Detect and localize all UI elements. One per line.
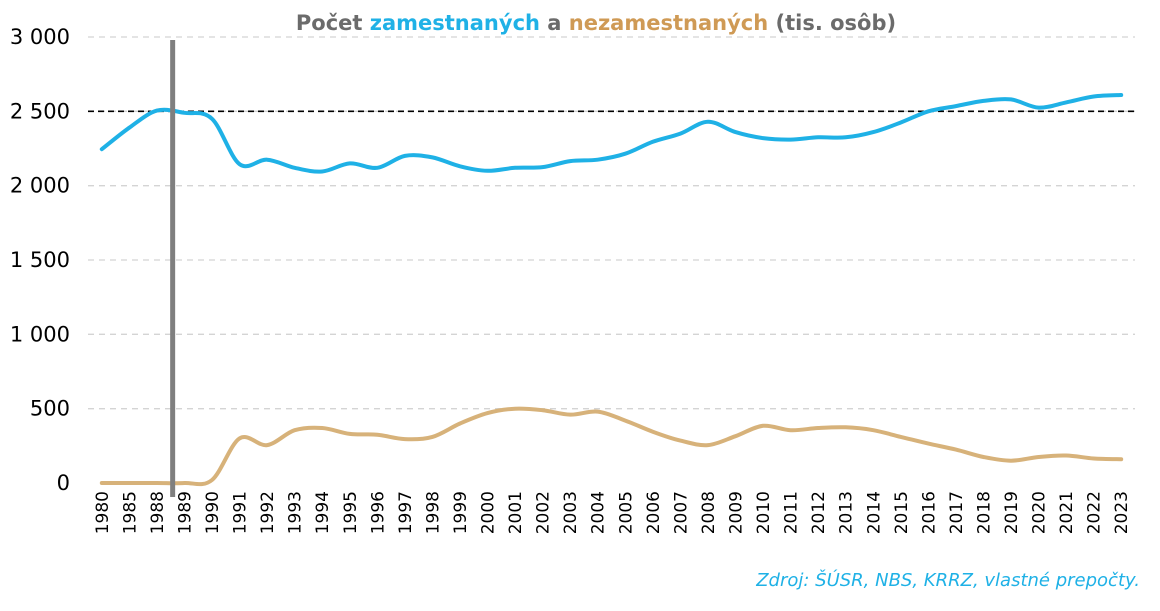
x-tick-label: 2000 (479, 491, 499, 534)
x-tick-label: 1990 (203, 491, 223, 534)
x-tick-label: 1996 (368, 491, 388, 534)
x-tick-label: 2016 (919, 491, 939, 534)
x-tick-label: 2003 (561, 491, 581, 534)
y-tick-label: 500 (30, 397, 70, 421)
y-tick-label: 3 000 (10, 25, 70, 49)
x-tick-label: 2018 (974, 491, 994, 534)
x-tick-label: 1991 (231, 491, 251, 534)
chart-title-part: Počet (296, 11, 370, 35)
x-tick-label: 2014 (864, 491, 884, 534)
series-line-0 (99, 93, 1124, 174)
x-tick-label: 2002 (534, 491, 554, 534)
x-tick-label: 1992 (258, 491, 278, 534)
x-tick-label: 1980 (93, 491, 113, 534)
x-tick-label: 2013 (837, 491, 857, 534)
source-note: Zdroj: ŠÚSR, NBS, KRRZ, vlastné prepočty… (756, 570, 1140, 591)
x-tick-label: 2004 (589, 491, 609, 534)
x-tick-label: 2017 (947, 491, 967, 534)
x-tick-label: 2015 (892, 491, 912, 534)
x-tick-label: 2008 (699, 491, 719, 534)
x-tick-label: 2011 (782, 491, 802, 534)
series-lines (99, 93, 1124, 487)
chart-title-part: nezamestnaných (569, 11, 768, 35)
x-tick-label: 1989 (175, 491, 195, 534)
x-axis-ticks: 1980 1985 1988 1989 1990 1991 1992 1993 1994 1995… (93, 491, 1132, 534)
x-tick-label: 1998 (423, 491, 443, 534)
y-tick-label: 2 000 (10, 174, 70, 198)
chart-title: Počet zamestnaných a nezamestnaných (tis… (296, 11, 896, 35)
y-axis-ticks: 0 500 1 000 1 500 2 000 2 500 3 000 (10, 25, 70, 495)
y-tick-label: 1 000 (10, 322, 70, 346)
x-tick-label: 1995 (341, 491, 361, 534)
y-tick-label: 0 (57, 471, 70, 495)
x-tick-label: 2001 (506, 491, 526, 534)
grid (88, 36, 1135, 410)
x-tick-label: 1988 (148, 491, 168, 534)
x-tick-label: 2005 (616, 491, 636, 534)
y-tick-label: 1 500 (10, 248, 70, 272)
x-tick-label: 1994 (313, 491, 333, 534)
x-tick-label: 2006 (644, 491, 664, 534)
x-tick-label: 1999 (451, 491, 471, 534)
x-tick-label: 2021 (1057, 491, 1077, 534)
x-tick-label: 2023 (1112, 491, 1132, 534)
x-tick-label: 2019 (1002, 491, 1022, 534)
chart-title-part: zamestnaných (370, 11, 540, 35)
x-tick-label: 2012 (809, 491, 829, 534)
x-tick-label: 2020 (1030, 491, 1050, 534)
x-tick-label: 2009 (726, 491, 746, 534)
y-tick-label: 2 500 (10, 99, 70, 123)
x-tick-label: 2022 (1085, 491, 1105, 534)
x-tick-label: 1993 (286, 491, 306, 534)
x-tick-label: 2007 (671, 491, 691, 534)
x-tick-label: 1985 (120, 491, 140, 534)
chart-title-part: a (540, 11, 569, 35)
chart-title-part: (tis. osôb) (768, 11, 896, 35)
series-line-1 (99, 406, 1124, 487)
x-tick-label: 1997 (396, 491, 416, 534)
x-tick-label: 2010 (754, 491, 774, 534)
